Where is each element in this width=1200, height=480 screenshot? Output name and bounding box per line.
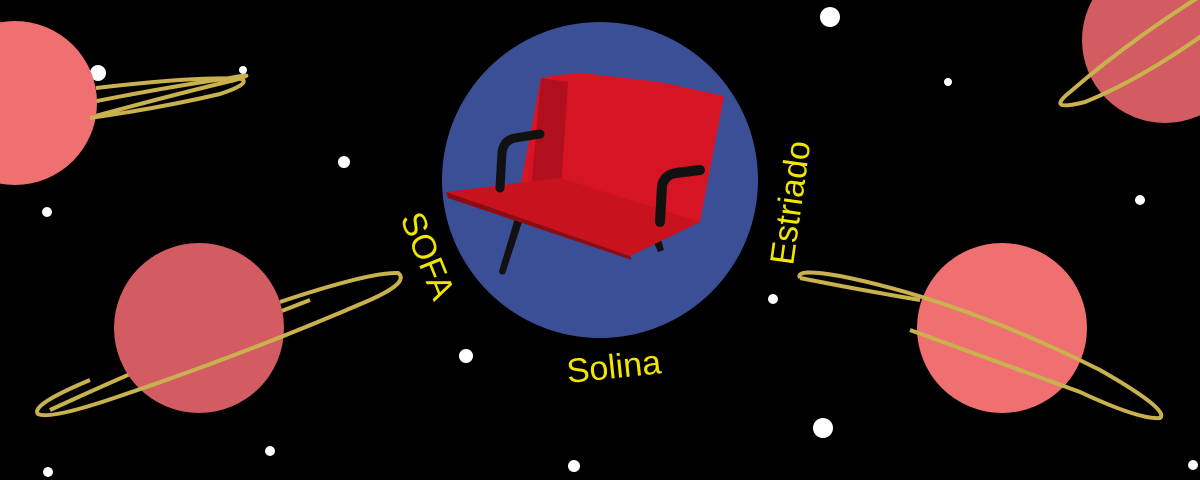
chair-illustration xyxy=(446,73,724,275)
chair-backrest-shade xyxy=(530,78,568,205)
planet-bottom-right xyxy=(797,243,1164,421)
star xyxy=(820,7,840,27)
star xyxy=(42,207,52,217)
star xyxy=(459,349,473,363)
star xyxy=(90,65,106,81)
planet-top-right xyxy=(1058,0,1200,123)
chair-armrest-right xyxy=(655,165,705,227)
star xyxy=(813,418,833,438)
star xyxy=(944,78,952,86)
chair-leg xyxy=(499,218,522,275)
planet-top-left xyxy=(0,21,249,185)
planet-ring-front xyxy=(89,76,246,120)
star xyxy=(1135,195,1145,205)
planet-bottom-left xyxy=(35,243,403,418)
planet-ring xyxy=(1058,0,1200,108)
star xyxy=(265,446,275,456)
chair-seat-edge xyxy=(446,192,632,260)
chair-armrest-left xyxy=(495,129,545,193)
star xyxy=(1188,460,1198,470)
planet-body xyxy=(917,243,1087,413)
planet-ring-back xyxy=(799,276,921,302)
star xyxy=(338,156,350,168)
starfield xyxy=(42,7,1198,477)
planet-ring-front xyxy=(35,270,403,418)
star xyxy=(768,294,778,304)
star xyxy=(568,460,580,472)
planet-body xyxy=(114,243,284,413)
planet-body xyxy=(0,21,97,185)
star xyxy=(43,467,53,477)
star xyxy=(239,66,247,74)
planet-ring-front xyxy=(797,270,1164,421)
chair-seat xyxy=(446,178,700,256)
